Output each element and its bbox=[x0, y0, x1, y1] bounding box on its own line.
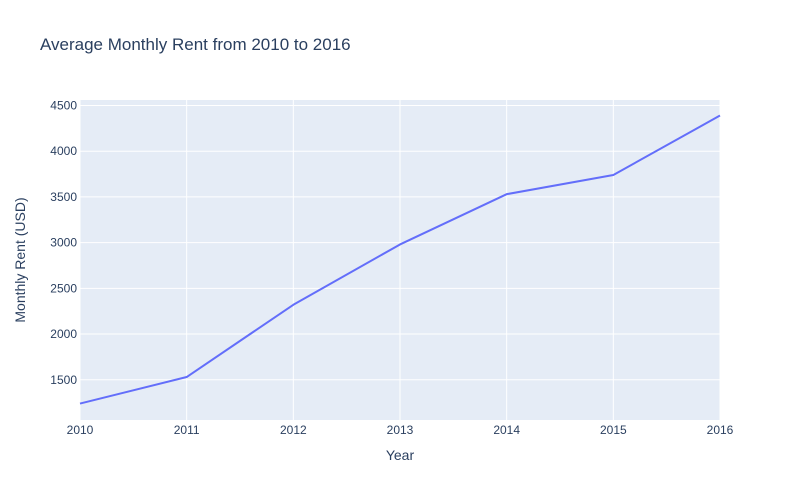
tick-labels: 2010 2011 2012 2013 2014 2015 2016 1500 2000 2500… bbox=[50, 98, 733, 437]
y-tick-label: 4500 bbox=[50, 98, 77, 112]
y-tick-label: 4000 bbox=[50, 144, 77, 158]
chart-title: Average Monthly Rent from 2010 to 2016 bbox=[40, 35, 351, 54]
x-tick-label: 2011 bbox=[174, 423, 200, 437]
y-tick-label: 1500 bbox=[50, 373, 77, 387]
y-tick-label: 3000 bbox=[50, 236, 77, 250]
y-tick-label: 2500 bbox=[50, 281, 77, 295]
x-tick-label: 2013 bbox=[387, 423, 414, 437]
gridlines bbox=[79, 100, 721, 420]
y-axis-title: Monthly Rent (USD) bbox=[12, 197, 28, 322]
x-tick-label: 2016 bbox=[707, 423, 734, 437]
x-tick-label: 2012 bbox=[280, 423, 307, 437]
x-axis-title: Year bbox=[386, 447, 415, 463]
series-lines bbox=[79, 114, 721, 405]
x-tick-label: 2015 bbox=[600, 423, 627, 437]
y-tick-label: 2000 bbox=[50, 327, 77, 341]
x-tick-label: 2010 bbox=[67, 423, 94, 437]
series-line bbox=[79, 114, 721, 405]
y-tick-label: 3500 bbox=[50, 190, 77, 204]
x-tick-label: 2014 bbox=[493, 423, 520, 437]
